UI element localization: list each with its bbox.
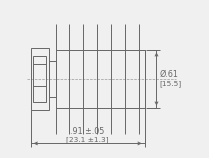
Bar — [33, 57, 46, 101]
Text: .91 ±.05: .91 ±.05 — [70, 128, 105, 136]
Bar — [31, 48, 49, 110]
Bar — [139, 49, 145, 109]
Text: [15.5]: [15.5] — [159, 80, 182, 87]
Bar — [49, 61, 56, 97]
Text: [23.1 ±1.3]: [23.1 ±1.3] — [66, 136, 109, 143]
Text: Ø.61: Ø.61 — [159, 70, 178, 79]
